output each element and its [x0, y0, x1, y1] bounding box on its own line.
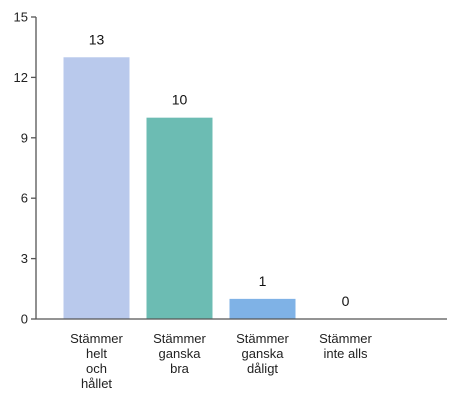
y-tick-label-3: 9 [21, 130, 28, 145]
data-label-3: 0 [342, 293, 350, 309]
data-label-0: 13 [89, 31, 105, 47]
y-tick-label-4: 12 [14, 70, 28, 85]
data-label-1: 10 [172, 92, 188, 108]
y-tick-label-5: 15 [14, 10, 28, 25]
category-labels-group: Stämmer helt och hållet Stämmer ganska bra Stäm… [70, 331, 372, 391]
y-tick-label-1: 3 [21, 251, 28, 266]
category-label-1: Stämmer ganska bra [153, 331, 206, 376]
category-label-3: Stämmer inte alls [319, 331, 372, 361]
data-label-2: 1 [259, 273, 267, 289]
y-tick-label-2: 6 [21, 191, 28, 206]
y-tick-label-0: 0 [21, 312, 28, 327]
category-label-2: Stämmer ganska dåligt [236, 331, 289, 376]
bars-group [63, 57, 296, 320]
bar-2 [229, 298, 296, 319]
y-ticks-group: 0 3 6 9 12 15 [14, 10, 36, 327]
category-label-0: Stämmer helt och hållet [70, 331, 123, 391]
bar-1 [146, 117, 213, 320]
bar-0 [63, 57, 130, 320]
